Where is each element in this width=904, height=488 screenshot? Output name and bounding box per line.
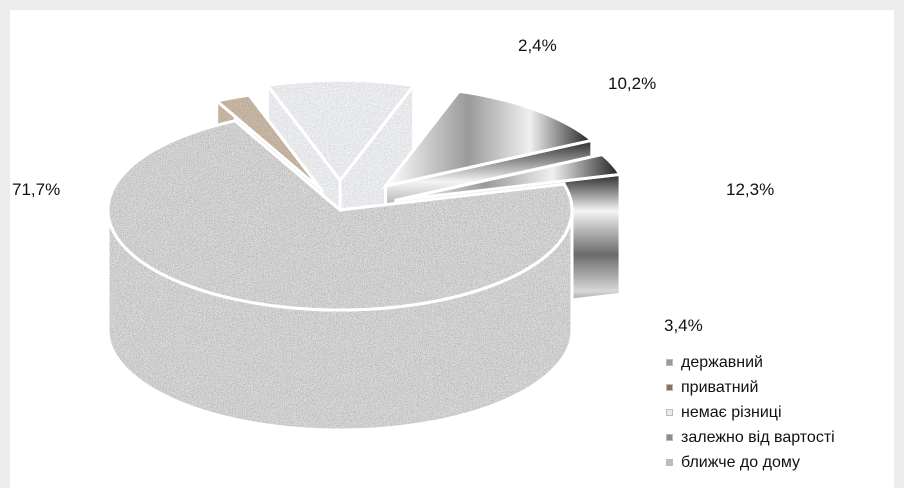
legend-swatch	[666, 409, 673, 416]
legend-label: залежно від вартості	[681, 428, 835, 446]
legend-swatch	[666, 384, 673, 391]
value-label-derzhavnyi: 71,7%	[12, 180, 61, 199]
value-label-blyzhche-do-domu: 3,4%	[664, 316, 703, 335]
legend-label: державний	[681, 353, 763, 371]
legend-label: приватний	[681, 378, 759, 396]
value-label-zalezhno-vid-vartosti: 12,3%	[726, 180, 775, 199]
legend-item: приватний	[666, 375, 835, 400]
pie-chart	[106, 78, 623, 432]
legend-item: державний	[666, 350, 835, 375]
legend: державний приватний немає різниці залежн…	[666, 350, 835, 475]
value-label-pryvatnyi: 2,4%	[518, 36, 557, 55]
legend-label: немає різниці	[681, 403, 782, 421]
legend-swatch	[666, 459, 673, 466]
legend-swatch	[666, 359, 673, 366]
legend-label: ближче до дому	[681, 453, 801, 471]
legend-item: немає різниці	[666, 400, 835, 425]
legend-item: залежно від вартості	[666, 425, 835, 450]
chart-area: 71,7% 2,4% 10,2% 12,3% 3,4% державний пр…	[10, 10, 894, 488]
legend-item: ближче до дому	[666, 450, 835, 475]
legend-swatch	[666, 434, 673, 441]
pie-slice-0	[106, 117, 574, 432]
value-label-nemae-riznytsi: 10,2%	[608, 74, 657, 93]
